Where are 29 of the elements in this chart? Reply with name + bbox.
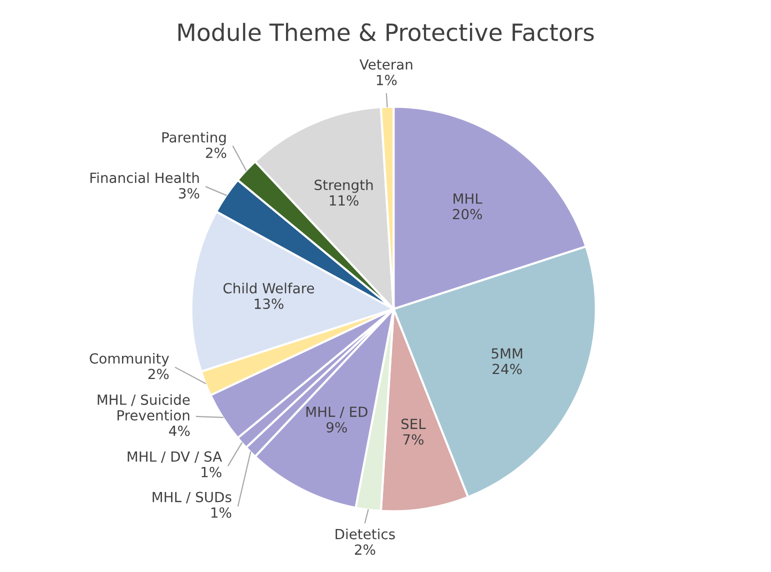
- data-label: 7%: [403, 434, 424, 445]
- slice-label: MHL / Suicide Prevention: [98, 394, 190, 421]
- slice-label: 5MM: [492, 348, 522, 359]
- data-label: 2%: [354, 544, 376, 555]
- data-label: 1%: [202, 466, 222, 478]
- slice-label: MHL / SUDs: [152, 492, 232, 504]
- slice-label: Community: [90, 352, 169, 366]
- slice-label: MHL / ED: [306, 406, 368, 418]
- data-label: 4%: [169, 426, 190, 436]
- slice-label: SEL: [401, 418, 426, 430]
- slice-label: Financial Health: [90, 172, 199, 184]
- chart-title: Module Theme & Protective Factors: [178, 22, 594, 42]
- data-label: 11%: [330, 195, 358, 206]
- slice-label: Child Welfare: [223, 282, 314, 294]
- data-label: 1%: [376, 74, 397, 86]
- slice-label: Veteran: [360, 59, 412, 70]
- data-label: 9%: [326, 422, 347, 433]
- slice-label: Dietetics: [336, 528, 395, 540]
- data-label: 2%: [206, 148, 226, 158]
- data-label: 3%: [178, 188, 200, 199]
- slice-label: MHL: [454, 193, 482, 204]
- data-label: 2%: [148, 368, 169, 380]
- data-label: 1%: [211, 507, 232, 518]
- slice-label: MHL / DV / SA: [128, 451, 222, 463]
- slice-label: Parenting: [162, 132, 226, 146]
- slice-label: Strength: [314, 179, 373, 193]
- data-label: 24%: [492, 364, 522, 374]
- data-label: 20%: [452, 208, 482, 220]
- data-label: 13%: [254, 298, 284, 310]
